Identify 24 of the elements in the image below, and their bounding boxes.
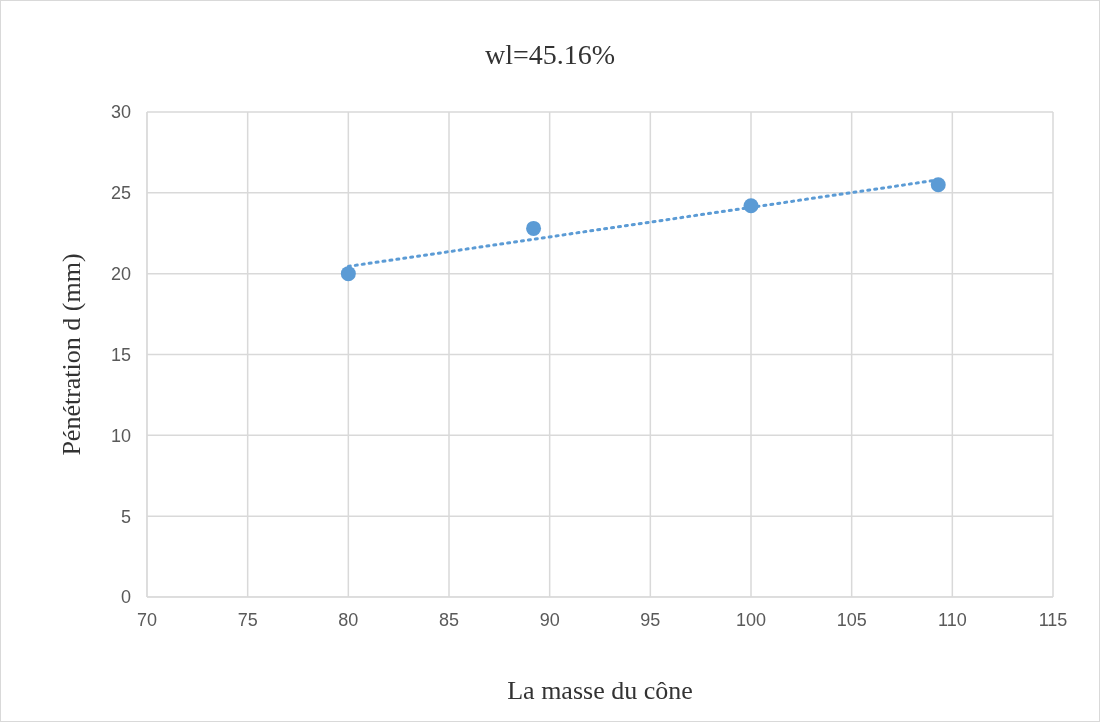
y-tick-label: 10	[110, 425, 131, 446]
y-tick-label: 20	[110, 264, 131, 285]
x-tick-label: 80	[338, 609, 359, 630]
x-tick-label: 105	[836, 609, 867, 630]
x-axis-title: La masse du cône	[507, 676, 693, 705]
y-tick-label: 25	[110, 183, 131, 204]
x-tick-label: 70	[136, 609, 158, 630]
x-tick-label: 100	[735, 609, 767, 630]
point	[340, 266, 356, 282]
y-tick-label: 0	[120, 587, 131, 608]
x-tick-label: 95	[640, 609, 661, 630]
x-tick-label: 115	[1038, 609, 1068, 630]
y-tick-label: 30	[110, 102, 131, 123]
x-tick-label: 90	[539, 609, 560, 630]
chart-title: wl=45.16%	[483, 39, 617, 71]
point	[743, 198, 759, 214]
x-tick-label: 85	[438, 609, 460, 630]
y-tick-label: 5	[120, 506, 131, 527]
point	[930, 177, 946, 193]
x-tick-label: 110	[937, 609, 967, 630]
x-tick-label: 75	[237, 609, 258, 630]
y-axis-title: Pénétration d (mm)	[57, 253, 87, 456]
point	[526, 220, 542, 236]
y-tick-label: 15	[110, 344, 131, 365]
